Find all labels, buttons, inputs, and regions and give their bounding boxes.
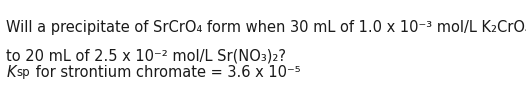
Text: to 20 mL of 2.5 x 10⁻² mol/L Sr(NO₃)₂?: to 20 mL of 2.5 x 10⁻² mol/L Sr(NO₃)₂?	[6, 49, 286, 64]
Text: sp: sp	[16, 66, 30, 79]
Text: for strontium chromate = 3.6 x 10⁻⁵: for strontium chromate = 3.6 x 10⁻⁵	[31, 65, 300, 80]
Text: K: K	[6, 65, 16, 80]
Text: Will a precipitate of SrCrO₄ form when 30 mL of 1.0 x 10⁻³ mol/L K₂CrO₄ is added: Will a precipitate of SrCrO₄ form when 3…	[6, 20, 526, 35]
